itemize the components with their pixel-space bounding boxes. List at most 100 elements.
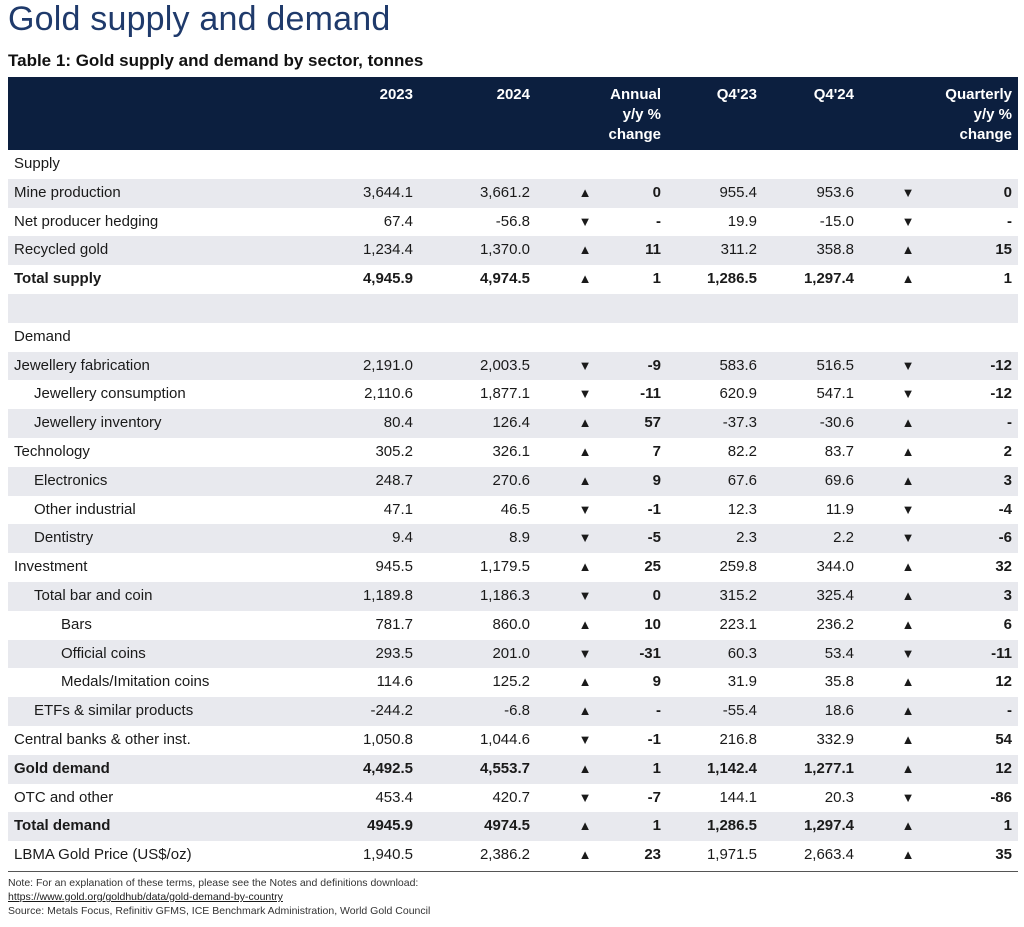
quarterly-change-value: - (1007, 702, 1012, 720)
table-notes: Note: For an explanation of these terms,… (8, 876, 430, 918)
value-q4-24: 358.8 (816, 241, 854, 259)
value-2024: 1,044.6 (479, 730, 530, 748)
quarterly-change-arrow-icon: ▲ (901, 703, 915, 719)
quarterly-change-value: -4 (998, 500, 1012, 518)
quarterly-change-value: 2 (1003, 442, 1012, 460)
value-2024: 4,974.5 (479, 270, 530, 288)
value-2023: 80.4 (383, 414, 413, 432)
annual-change-value: 7 (652, 442, 661, 460)
quarterly-change-arrow-icon: ▲ (901, 818, 915, 834)
value-2024: 3,661.2 (479, 183, 530, 201)
page-title: Gold supply and demand (8, 0, 391, 38)
table-row: Bars 781.7 860.0 ▲ 10 223.1 236.2 ▲ 6 (8, 611, 1018, 640)
quarterly-change-value: 35 (995, 846, 1012, 864)
row-label: Central banks & other inst. (14, 730, 191, 748)
value-2024: 860.0 (492, 615, 530, 633)
annual-change-arrow-icon: ▼ (578, 386, 592, 402)
annual-change-arrow-icon: ▼ (578, 645, 592, 661)
row-label: Jewellery inventory (34, 414, 162, 432)
value-q4-23: -37.3 (722, 414, 757, 432)
table-row: Total demand 4945.9 4974.5 ▲ 1 1,286.5 1,297.4… (8, 812, 1018, 842)
quarterly-change-value: - (1007, 414, 1012, 432)
annual-change-arrow-icon: ▲ (578, 760, 592, 776)
value-2024: 1,370.0 (479, 241, 530, 259)
value-2023: 248.7 (375, 471, 413, 489)
table-row: Jewellery consumption 2,110.6 1,877.1 ▼ -11 6… (8, 380, 1018, 409)
header-quarterly-change: Quarterly y/y % change (945, 86, 1012, 143)
row-label: Demand (14, 327, 71, 345)
table-row: Gold demand 4,492.5 4,553.7 ▲ 1 1,142.4 1,277.… (8, 754, 1018, 784)
value-2023: 453.4 (375, 788, 413, 806)
spacer-row (8, 293, 1018, 323)
row-label: Gold demand (14, 759, 110, 777)
value-2024: 4,553.7 (479, 759, 530, 777)
value-q4-24: 547.1 (816, 385, 854, 403)
value-2024: -56.8 (495, 212, 530, 230)
value-q4-23: 31.9 (727, 673, 757, 691)
value-2023: 293.5 (375, 644, 413, 662)
table-title: Table 1: Gold supply and demand by secto… (8, 51, 424, 70)
value-2024: 4974.5 (484, 817, 530, 835)
table-row: Technology 305.2 326.1 ▲ 7 82.2 83.7 ▲ 2 (8, 438, 1018, 467)
value-2024: 270.6 (492, 471, 530, 489)
value-q4-24: 236.2 (816, 615, 854, 633)
annual-change-arrow-icon: ▲ (578, 818, 592, 834)
quarterly-change-arrow-icon: ▲ (901, 847, 915, 863)
value-2023: 1,940.5 (362, 846, 413, 864)
annual-change-value: -11 (640, 385, 661, 403)
table-row: ETFs & similar products -244.2 -6.8 ▲ - -55.4… (8, 697, 1018, 726)
value-2024: 1,877.1 (479, 385, 530, 403)
quarterly-change-arrow-icon: ▲ (901, 731, 915, 747)
value-q4-23: 67.6 (727, 471, 757, 489)
note-text: Note: For an explanation of these terms,… (8, 877, 419, 889)
value-q4-23: 315.2 (719, 586, 757, 604)
table-header: 2023 2024 Annual y/y % change Q4'23 Q4'2… (8, 77, 1018, 150)
annual-change-value: -1 (647, 730, 661, 748)
row-label: Net producer hedging (14, 212, 159, 230)
annual-change-arrow-icon: ▲ (578, 674, 592, 690)
value-2023: 2,191.0 (362, 356, 413, 374)
annual-change-value: 23 (644, 846, 661, 864)
table-row: LBMA Gold Price (US$/oz) 1,940.5 2,386.2 ▲ 2… (8, 841, 1018, 870)
value-q4-23: 19.9 (727, 212, 757, 230)
annual-change-arrow-icon: ▼ (578, 213, 592, 229)
table-row: Total supply 4,945.9 4,974.5 ▲ 1 1,286.5 1,297… (8, 265, 1018, 294)
quarterly-change-value: 3 (1003, 471, 1012, 489)
value-2024: 125.2 (492, 673, 530, 691)
notes-link[interactable]: https://www.gold.org/goldhub/data/gold-d… (8, 891, 283, 903)
value-q4-23: 144.1 (719, 788, 757, 806)
quarterly-change-value: -12 (990, 385, 1012, 403)
value-q4-24: 83.7 (824, 442, 854, 460)
value-2024: -6.8 (504, 702, 530, 720)
value-2024: 46.5 (500, 500, 530, 518)
value-2023: 781.7 (375, 615, 413, 633)
value-q4-23: 1,142.4 (706, 759, 757, 777)
table-row: Medals/Imitation coins 114.6 125.2 ▲ 9 31.9 35… (8, 668, 1018, 697)
value-q4-24: 1,297.4 (803, 817, 854, 835)
annual-change-value: 11 (645, 241, 661, 259)
annual-change-value: 10 (644, 615, 661, 633)
table-row: Official coins 293.5 201.0 ▼ -31 60.3 53.4 ▼ -11 (8, 639, 1018, 669)
table-row: Jewellery inventory 80.4 126.4 ▲ 57 -37.3 -30.… (8, 409, 1018, 438)
quarterly-change-value: 1 (1003, 270, 1012, 288)
row-label: Medals/Imitation coins (61, 673, 210, 691)
annual-change-arrow-icon: ▲ (578, 703, 592, 719)
quarterly-change-arrow-icon: ▲ (901, 415, 915, 431)
quarterly-change-arrow-icon: ▼ (901, 501, 915, 517)
value-q4-23: 620.9 (719, 385, 757, 403)
value-2023: 4945.9 (367, 817, 413, 835)
annual-change-arrow-icon: ▲ (578, 184, 592, 200)
quarterly-change-value: -11 (991, 644, 1012, 662)
quarterly-change-value: 6 (1003, 615, 1012, 633)
annual-change-arrow-icon: ▲ (578, 847, 592, 863)
table-row: Investment 945.5 1,179.5 ▲ 25 259.8 344.0 ▲ 32 (8, 553, 1018, 582)
annual-change-value: 1 (652, 759, 661, 777)
value-2024: 326.1 (492, 442, 530, 460)
annual-change-arrow-icon: ▲ (578, 443, 592, 459)
table-bottom-rule (8, 871, 1018, 872)
annual-change-arrow-icon: ▼ (578, 731, 592, 747)
annual-change-value: - (656, 212, 661, 230)
value-q4-24: -30.6 (819, 414, 854, 432)
value-q4-24: 953.6 (816, 183, 854, 201)
row-label: Technology (14, 442, 90, 460)
